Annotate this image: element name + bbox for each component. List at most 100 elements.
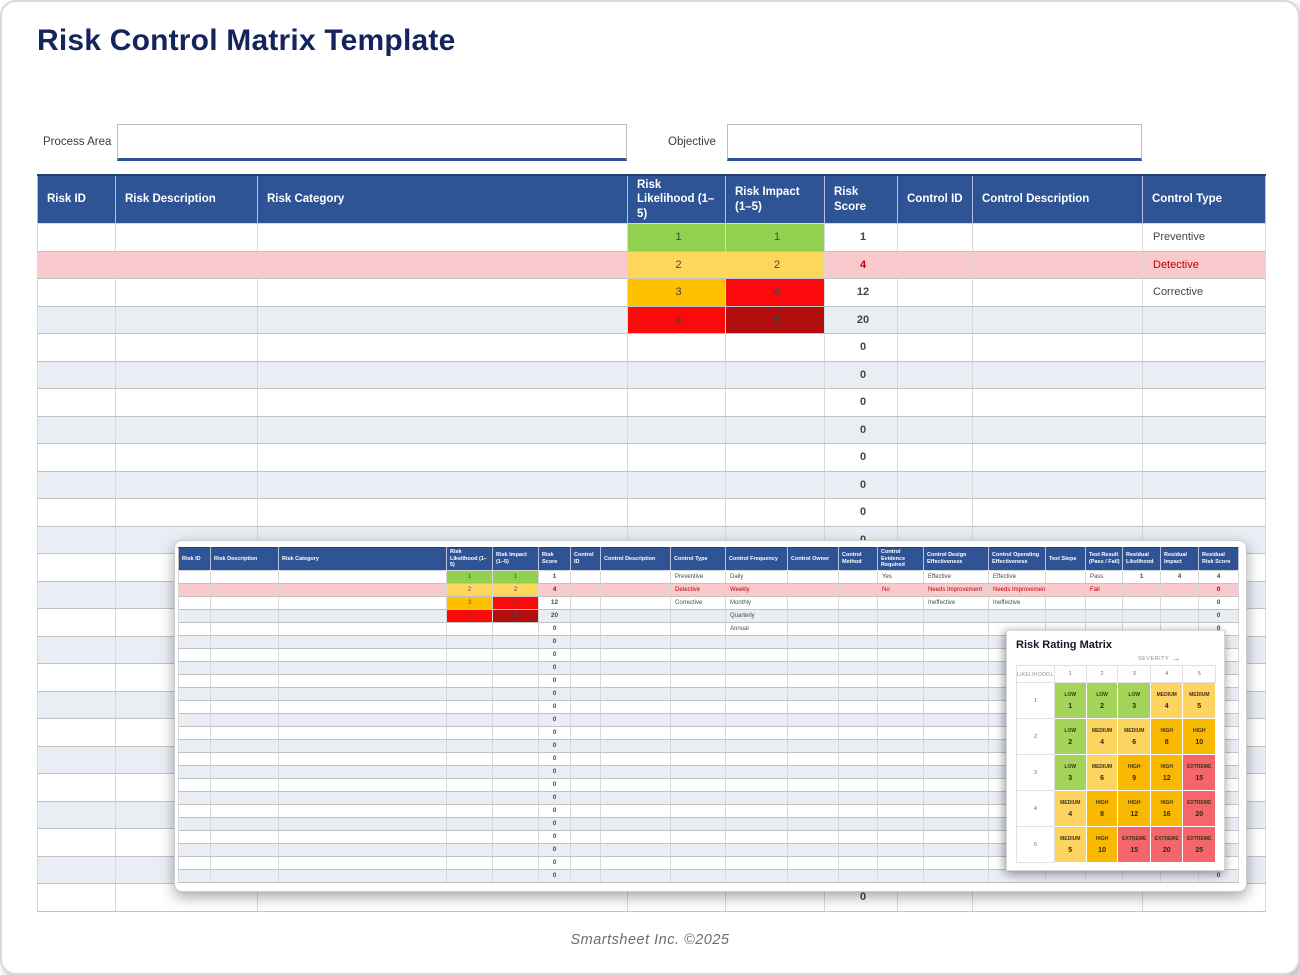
- cell-desc[interactable]: [115, 415, 258, 445]
- cell-cdesc[interactable]: [972, 360, 1143, 390]
- cell-id[interactable]: [37, 718, 116, 747]
- cell-cid[interactable]: [897, 415, 973, 445]
- cell-cdesc[interactable]: [972, 443, 1143, 472]
- cell-cid[interactable]: [897, 443, 973, 472]
- cell-cat[interactable]: [257, 333, 628, 362]
- cell-lik[interactable]: [627, 470, 726, 500]
- cell-desc[interactable]: [115, 223, 258, 252]
- cell-cat[interactable]: [257, 388, 628, 417]
- cell-ctype[interactable]: [1142, 333, 1266, 362]
- cell-id[interactable]: [37, 663, 116, 692]
- cell-cdesc[interactable]: [972, 305, 1143, 335]
- cell-ctype[interactable]: [1142, 360, 1266, 390]
- cell-ctype[interactable]: Preventive: [1142, 223, 1266, 252]
- cell-id[interactable]: [37, 745, 116, 775]
- cell-cat[interactable]: [257, 360, 628, 390]
- cell-cdesc[interactable]: [972, 415, 1143, 445]
- process-area-input[interactable]: [117, 124, 627, 161]
- cell-id[interactable]: [37, 250, 116, 280]
- cell-cid[interactable]: [897, 498, 973, 527]
- cell-id[interactable]: [37, 470, 116, 500]
- cell-cat[interactable]: [257, 278, 628, 307]
- cell-id[interactable]: [37, 415, 116, 445]
- cell-imp[interactable]: 2: [725, 250, 825, 280]
- cell-imp[interactable]: [725, 360, 825, 390]
- cell-id[interactable]: [37, 800, 116, 830]
- cell-score[interactable]: 0: [824, 333, 898, 362]
- cell-lik[interactable]: [627, 333, 726, 362]
- cell-ctype[interactable]: [1142, 498, 1266, 527]
- cell-cdesc[interactable]: [972, 250, 1143, 280]
- cell-cdesc[interactable]: [972, 498, 1143, 527]
- cell-imp[interactable]: [725, 388, 825, 417]
- cell-cat[interactable]: [257, 250, 628, 280]
- cell-id[interactable]: [37, 223, 116, 252]
- cell-desc[interactable]: [115, 498, 258, 527]
- cell-lik[interactable]: 4: [627, 305, 726, 335]
- cell-id[interactable]: [37, 828, 116, 857]
- cell-lik[interactable]: [627, 388, 726, 417]
- cell-id[interactable]: [37, 498, 116, 527]
- cell-imp[interactable]: 4: [725, 278, 825, 307]
- cell-lik[interactable]: 2: [627, 250, 726, 280]
- cell-score[interactable]: 0: [824, 498, 898, 527]
- cell-cid[interactable]: [897, 360, 973, 390]
- cell-cid[interactable]: [897, 250, 973, 280]
- cell-score[interactable]: 12: [824, 278, 898, 307]
- cell-id[interactable]: [37, 773, 116, 802]
- cell-id[interactable]: [37, 580, 116, 610]
- cell-score[interactable]: 0: [824, 360, 898, 390]
- cell-desc[interactable]: [115, 470, 258, 500]
- cell-score[interactable]: 0: [824, 388, 898, 417]
- cell-imp[interactable]: [725, 443, 825, 472]
- cell-desc[interactable]: [115, 443, 258, 472]
- cell-id[interactable]: [37, 690, 116, 720]
- cell-id[interactable]: [37, 443, 116, 472]
- cell-cat[interactable]: [257, 305, 628, 335]
- cell-id[interactable]: [37, 333, 116, 362]
- cell-score[interactable]: 0: [824, 470, 898, 500]
- cell-desc[interactable]: [115, 333, 258, 362]
- cell-score[interactable]: 1: [824, 223, 898, 252]
- cell-lik[interactable]: [627, 360, 726, 390]
- cell-lik[interactable]: [627, 498, 726, 527]
- cell-cat[interactable]: [257, 415, 628, 445]
- cell-id[interactable]: [37, 608, 116, 637]
- cell-cdesc[interactable]: [972, 223, 1143, 252]
- cell-cdesc[interactable]: [972, 470, 1143, 500]
- cell-ctype[interactable]: Corrective: [1142, 278, 1266, 307]
- cell-cat[interactable]: [257, 470, 628, 500]
- cell-id[interactable]: [37, 525, 116, 555]
- cell-cdesc[interactable]: [972, 278, 1143, 307]
- cell-cid[interactable]: [897, 470, 973, 500]
- cell-desc[interactable]: [115, 388, 258, 417]
- cell-cid[interactable]: [897, 388, 973, 417]
- cell-ctype[interactable]: [1142, 388, 1266, 417]
- cell-id[interactable]: [37, 855, 116, 885]
- cell-lik[interactable]: [627, 415, 726, 445]
- cell-id[interactable]: [37, 553, 116, 582]
- cell-id[interactable]: [37, 360, 116, 390]
- cell-cid[interactable]: [897, 305, 973, 335]
- cell-cdesc[interactable]: [972, 388, 1143, 417]
- cell-id[interactable]: [37, 305, 116, 335]
- cell-score[interactable]: 0: [824, 415, 898, 445]
- cell-cat[interactable]: [257, 443, 628, 472]
- objective-input[interactable]: [727, 124, 1142, 161]
- cell-score[interactable]: 0: [824, 443, 898, 472]
- cell-ctype[interactable]: Detective: [1142, 250, 1266, 280]
- cell-imp[interactable]: [725, 415, 825, 445]
- cell-lik[interactable]: 3: [627, 278, 726, 307]
- cell-ctype[interactable]: [1142, 415, 1266, 445]
- cell-score[interactable]: 20: [824, 305, 898, 335]
- cell-id[interactable]: [37, 883, 116, 912]
- cell-imp[interactable]: 5: [725, 305, 825, 335]
- cell-desc[interactable]: [115, 360, 258, 390]
- cell-cid[interactable]: [897, 223, 973, 252]
- cell-ctype[interactable]: [1142, 443, 1266, 472]
- cell-cid[interactable]: [897, 278, 973, 307]
- cell-cat[interactable]: [257, 223, 628, 252]
- cell-cat[interactable]: [257, 498, 628, 527]
- cell-cid[interactable]: [897, 333, 973, 362]
- cell-ctype[interactable]: [1142, 470, 1266, 500]
